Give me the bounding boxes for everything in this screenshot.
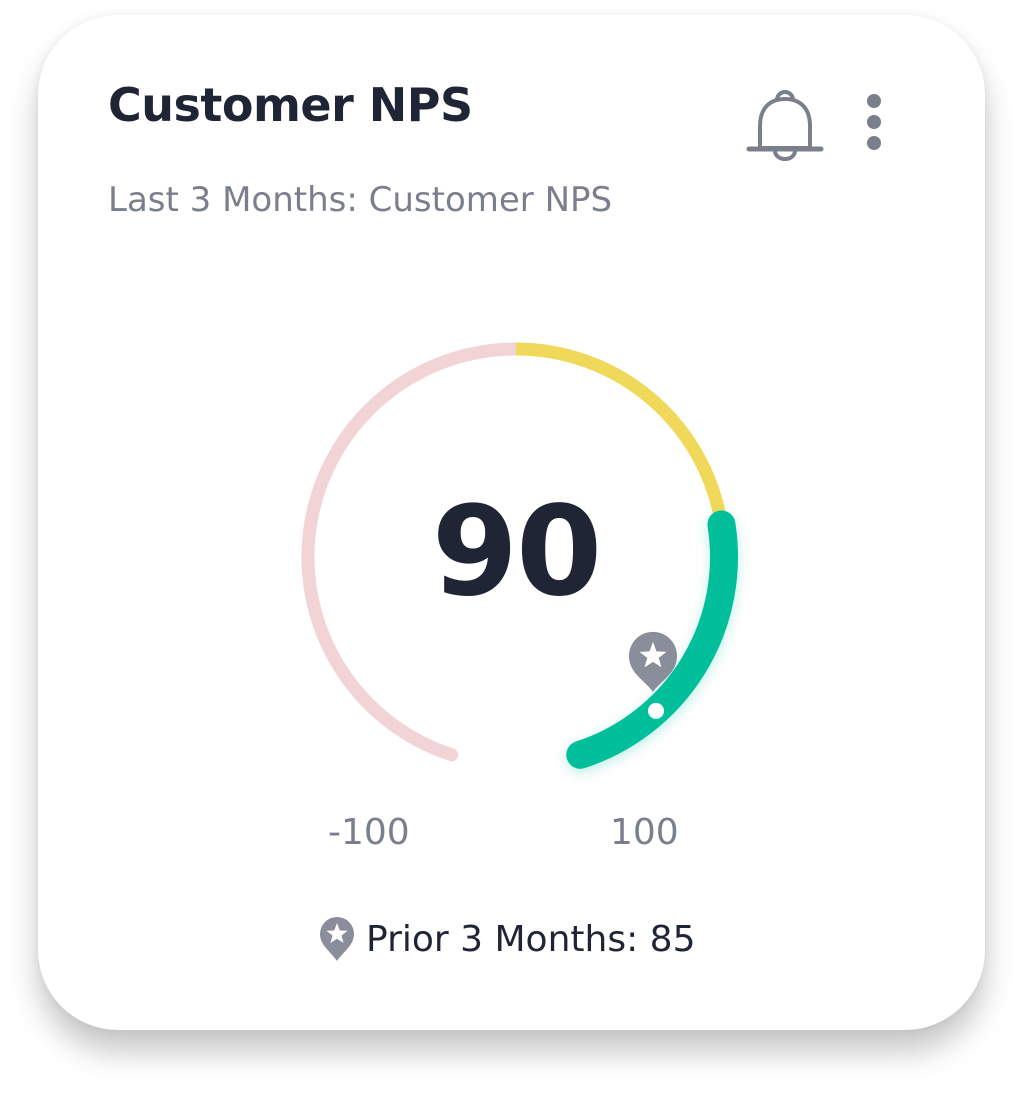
prior-period: Prior 3 Months: 85 bbox=[318, 915, 695, 963]
gauge-max-label: 100 bbox=[610, 812, 679, 853]
gauge-zone-0 bbox=[301, 342, 523, 762]
more-vertical-icon[interactable] bbox=[858, 90, 890, 154]
card-title: Customer NPS bbox=[108, 78, 473, 132]
star-pin-icon bbox=[320, 917, 354, 961]
bell-icon[interactable] bbox=[746, 86, 824, 162]
gauge-min-label: -100 bbox=[328, 812, 410, 853]
gauge-zone-2 bbox=[566, 510, 738, 769]
prior-marker-pin-icon bbox=[628, 631, 677, 692]
card-subtitle: Last 3 Months: Customer NPS bbox=[108, 180, 613, 220]
gauge-zone-1 bbox=[515, 342, 728, 526]
prior-label: Prior 3 Months: 85 bbox=[366, 918, 696, 960]
prior-marker-dot bbox=[647, 702, 664, 719]
nps-value: 90 bbox=[431, 480, 603, 624]
nps-card bbox=[38, 15, 985, 1030]
